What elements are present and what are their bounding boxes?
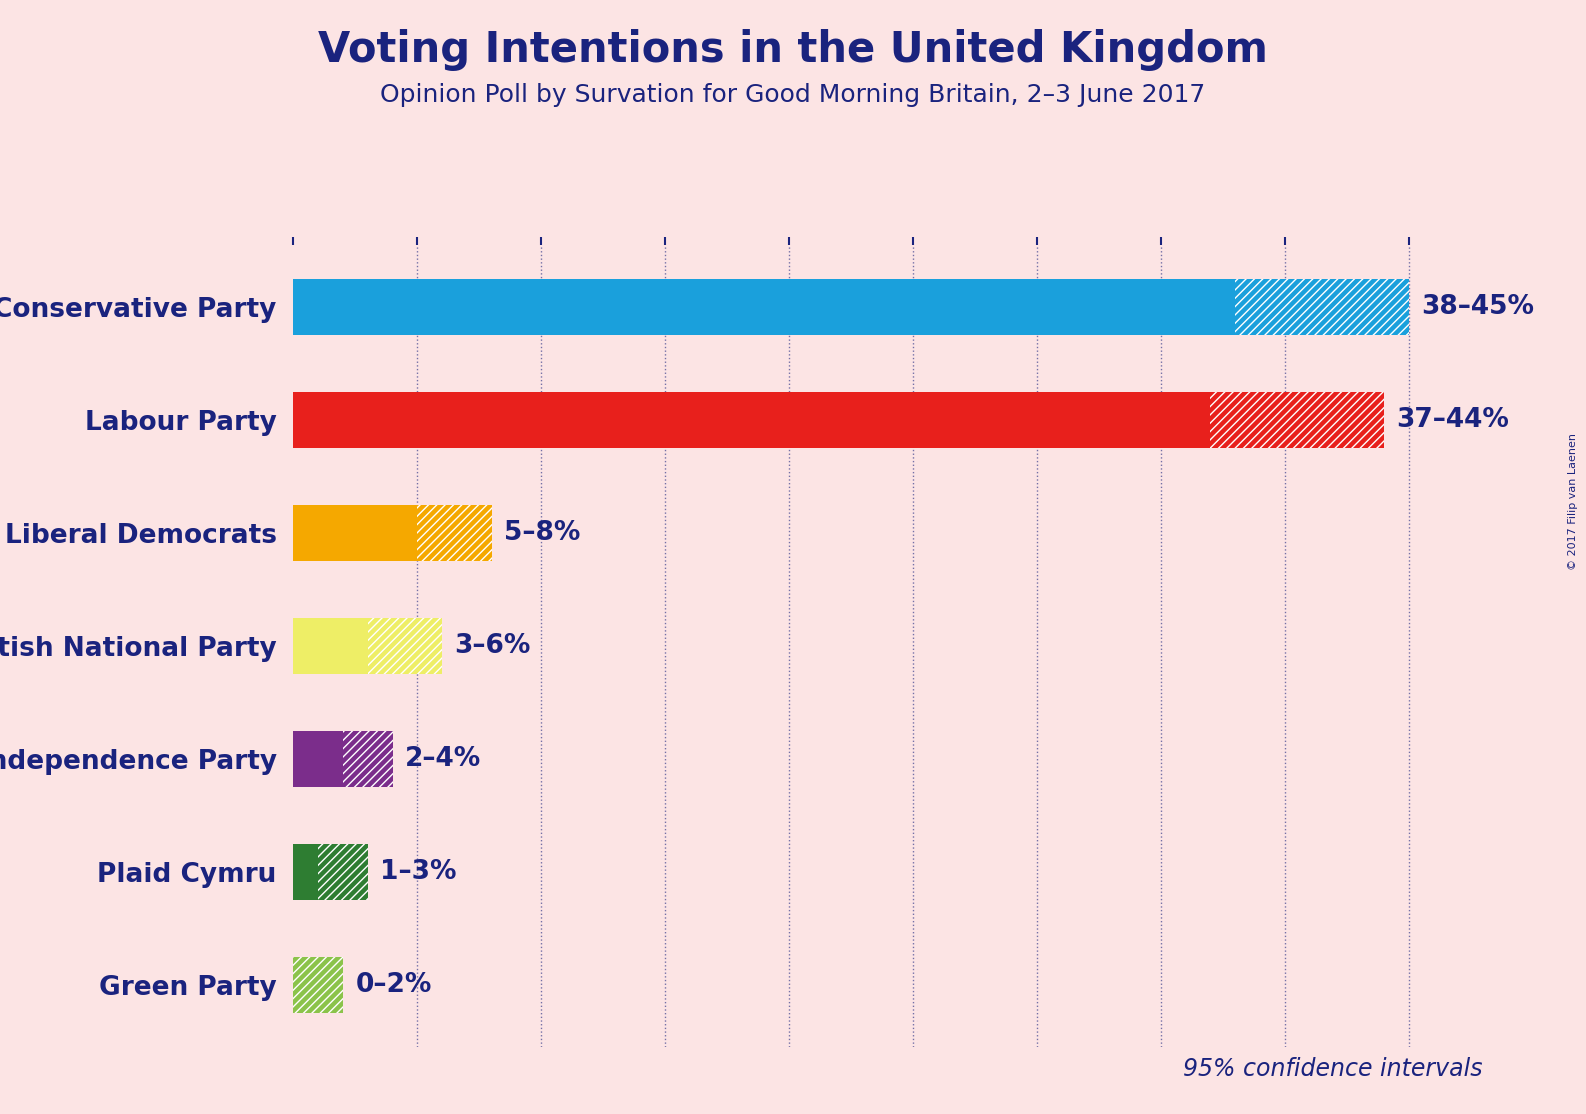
Text: 0–2%: 0–2% xyxy=(355,973,431,998)
Text: 1–3%: 1–3% xyxy=(381,859,457,885)
Bar xyxy=(293,618,368,674)
Bar xyxy=(368,618,442,674)
Text: 2–4%: 2–4% xyxy=(404,746,481,772)
Bar xyxy=(293,731,343,788)
Bar xyxy=(293,957,343,1014)
Text: © 2017 Filip van Laenen: © 2017 Filip van Laenen xyxy=(1569,433,1578,569)
Text: 5–8%: 5–8% xyxy=(504,520,580,546)
Bar xyxy=(319,843,368,900)
Bar xyxy=(1235,278,1408,335)
Text: 37–44%: 37–44% xyxy=(1396,408,1508,433)
Text: 95% confidence intervals: 95% confidence intervals xyxy=(1183,1057,1483,1082)
Bar xyxy=(1210,392,1383,449)
Text: Voting Intentions in the United Kingdom: Voting Intentions in the United Kingdom xyxy=(319,29,1267,71)
Text: 3–6%: 3–6% xyxy=(455,633,531,659)
Bar xyxy=(417,505,492,561)
Bar xyxy=(343,731,392,788)
Bar xyxy=(293,843,319,900)
Text: 38–45%: 38–45% xyxy=(1421,294,1534,320)
Text: Opinion Poll by Survation for Good Morning Britain, 2–3 June 2017: Opinion Poll by Survation for Good Morni… xyxy=(381,82,1205,107)
Bar xyxy=(293,278,1235,335)
Bar xyxy=(293,505,417,561)
Bar xyxy=(293,392,1210,449)
